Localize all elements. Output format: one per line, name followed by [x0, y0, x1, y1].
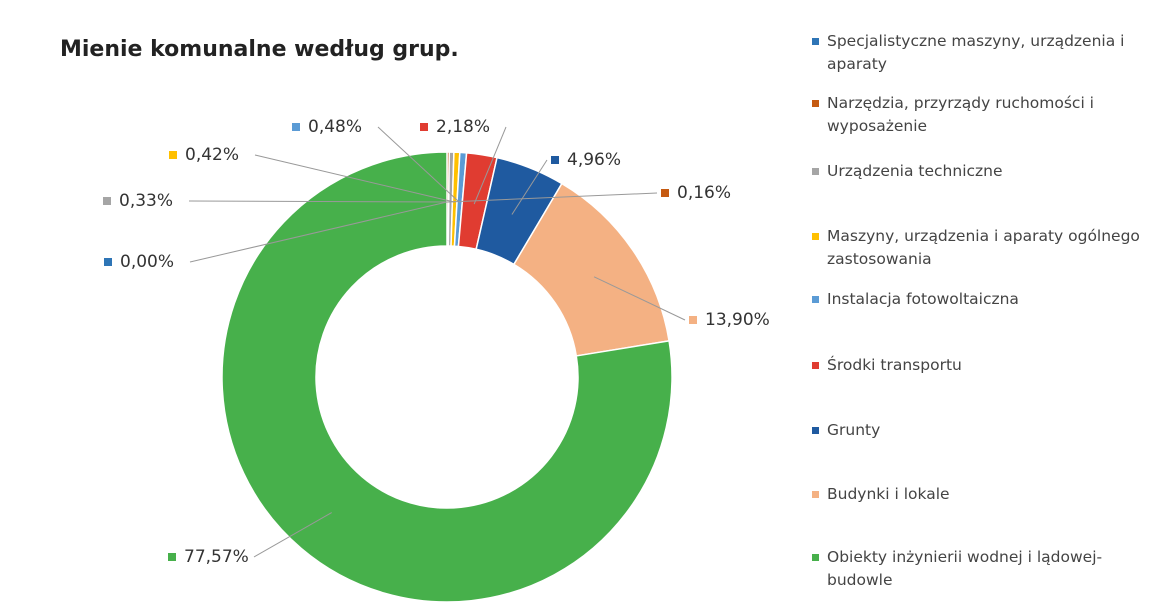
- legend-item: Specjalistyczne maszyny, urządzenia i ap…: [812, 30, 1147, 76]
- legend-item: Instalacja fotowoltaiczna: [812, 288, 1147, 311]
- leader-line: [188, 200, 451, 203]
- label-marker: [292, 123, 300, 131]
- legend-label: Narzędzia, przyrządy ruchomości i wyposa…: [827, 94, 1094, 135]
- label-marker: [169, 151, 177, 159]
- legend-label: Obiekty inżynierii wodnej i lądowej-budo…: [827, 548, 1103, 589]
- leader-line: [473, 126, 507, 205]
- label-marker: [103, 197, 111, 205]
- legend-item: Grunty: [812, 419, 1147, 442]
- leader-line: [254, 154, 455, 203]
- legend-label: Instalacja fotowoltaiczna: [827, 290, 1019, 308]
- legend-item: Urządzenia techniczne: [812, 160, 1147, 183]
- leader-line: [377, 126, 460, 203]
- legend-label: Środki transportu: [827, 356, 962, 374]
- legend-label: Grunty: [827, 421, 881, 439]
- label-marker: [420, 123, 428, 131]
- label-marker: [168, 553, 176, 561]
- legend-swatch: [812, 491, 819, 498]
- legend-item: Środki transportu: [812, 354, 1147, 377]
- leader-line: [189, 201, 448, 263]
- data-label: 0,48%: [308, 117, 362, 137]
- legend-swatch: [812, 233, 819, 240]
- legend-label: Maszyny, urządzenia i aparaty ogólnego z…: [827, 227, 1140, 268]
- legend-label: Specjalistyczne maszyny, urządzenia i ap…: [827, 32, 1125, 73]
- data-label: 0,16%: [677, 183, 731, 203]
- legend-label: Urządzenia techniczne: [827, 162, 1003, 180]
- leader-line: [253, 512, 332, 558]
- legend-swatch: [812, 554, 819, 561]
- legend-item: Obiekty inżynierii wodnej i lądowej-budo…: [812, 546, 1147, 592]
- legend-swatch: [812, 362, 819, 369]
- data-label: 0,00%: [120, 252, 174, 272]
- label-marker: [661, 189, 669, 197]
- data-label: 77,57%: [184, 547, 249, 567]
- data-label: 0,33%: [119, 191, 173, 211]
- data-label: 2,18%: [436, 117, 490, 137]
- data-label: 13,90%: [705, 310, 770, 330]
- legend-swatch: [812, 100, 819, 107]
- legend-swatch: [812, 38, 819, 45]
- leader-line: [593, 276, 686, 321]
- label-marker: [104, 258, 112, 266]
- label-marker: [551, 156, 559, 164]
- legend-label: Budynki i lokale: [827, 485, 950, 503]
- data-label: 0,42%: [185, 145, 239, 165]
- legend-item: Budynki i lokale: [812, 483, 1147, 506]
- legend-swatch: [812, 168, 819, 175]
- leader-line: [511, 159, 548, 215]
- leader-line: [447, 192, 658, 203]
- chart-title: Mienie komunalne według grup.: [60, 37, 459, 62]
- legend-swatch: [812, 296, 819, 303]
- label-marker: [689, 316, 697, 324]
- data-label: 4,96%: [567, 150, 621, 170]
- legend-item: Narzędzia, przyrządy ruchomości i wyposa…: [812, 92, 1147, 138]
- legend-item: Maszyny, urządzenia i aparaty ogólnego z…: [812, 225, 1147, 271]
- legend-swatch: [812, 427, 819, 434]
